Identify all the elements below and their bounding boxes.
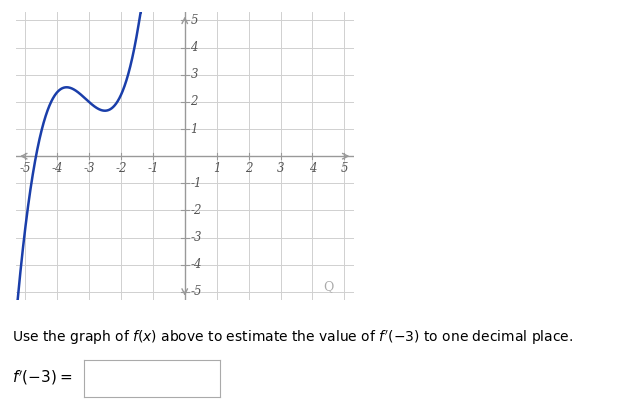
Text: -2: -2	[191, 204, 202, 217]
Text: -5: -5	[19, 162, 31, 175]
Text: 3: 3	[191, 68, 198, 81]
Text: 4: 4	[309, 162, 316, 175]
Text: Use the graph of $f(x)$ above to estimate the value of $f'(-3)$ to one decimal p: Use the graph of $f(x)$ above to estimat…	[12, 329, 574, 347]
Text: -4: -4	[52, 162, 63, 175]
Text: 5: 5	[341, 162, 348, 175]
Text: -5: -5	[191, 285, 202, 298]
Text: 2: 2	[191, 95, 198, 109]
Text: 2: 2	[245, 162, 252, 175]
Text: Q: Q	[324, 280, 333, 293]
Text: 1: 1	[191, 122, 198, 136]
Text: -3: -3	[83, 162, 95, 175]
Text: 1: 1	[213, 162, 220, 175]
Text: -2: -2	[115, 162, 127, 175]
Text: 4: 4	[191, 41, 198, 54]
Text: -1: -1	[147, 162, 158, 175]
Text: -4: -4	[191, 258, 202, 271]
Text: -1: -1	[191, 177, 202, 190]
Text: $f'(-3) =$: $f'(-3) =$	[12, 369, 73, 388]
Text: 5: 5	[191, 14, 198, 27]
Text: 3: 3	[277, 162, 284, 175]
Text: -3: -3	[191, 231, 202, 244]
